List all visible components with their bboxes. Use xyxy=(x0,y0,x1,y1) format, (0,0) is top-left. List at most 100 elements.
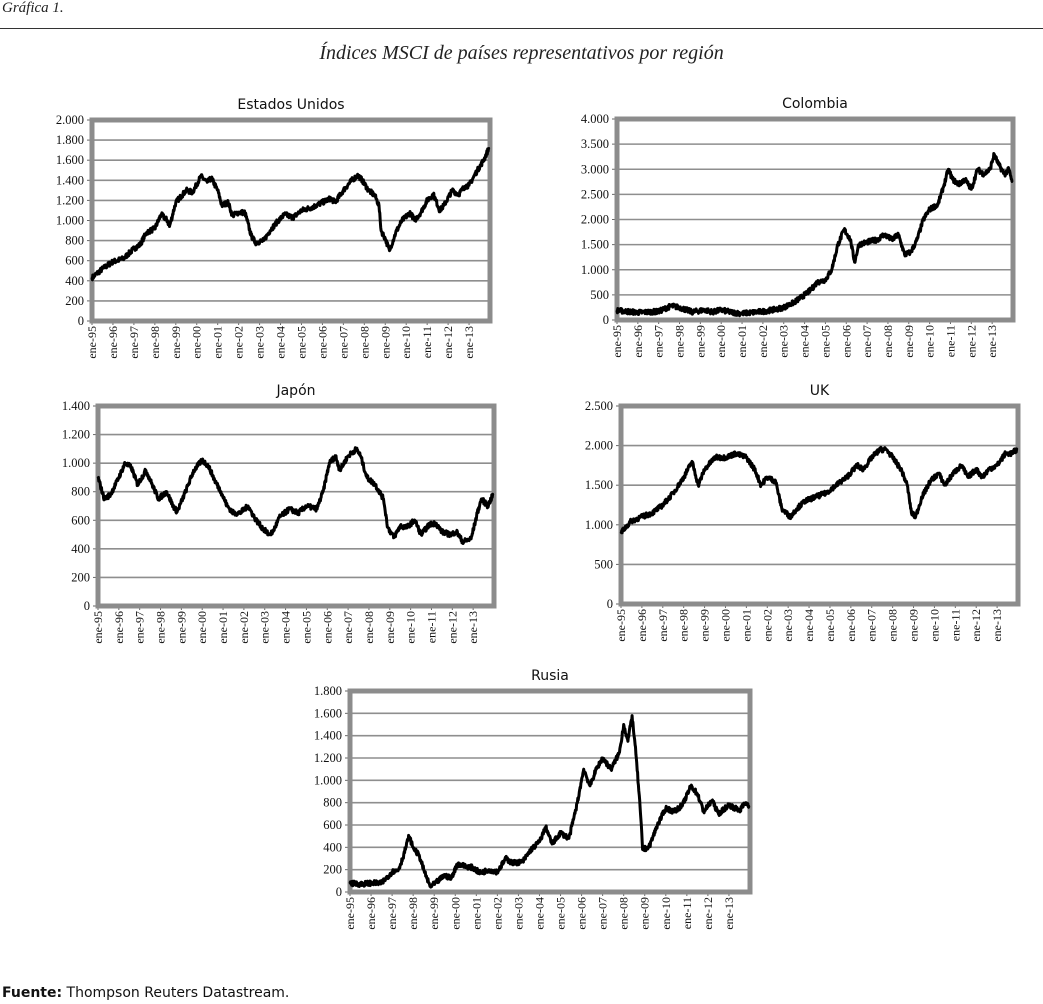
chart-estados-unidos: Estados Unidos 0 200 400 600 800 1.000 1.200 1.4… xyxy=(56,97,493,359)
data-point xyxy=(710,799,714,802)
data-point xyxy=(504,857,507,860)
plot-frame xyxy=(347,688,753,895)
data-point xyxy=(740,312,744,315)
data-point xyxy=(635,756,638,760)
data-point xyxy=(377,204,381,207)
data-point xyxy=(144,469,148,472)
data-point xyxy=(717,812,720,816)
data-point xyxy=(521,860,524,864)
data-point xyxy=(361,179,364,182)
data-point xyxy=(738,809,741,812)
x-tick-label: ene-98 xyxy=(148,326,162,359)
x-tick-label: ene-06 xyxy=(839,325,853,358)
x-tick-label: ene-01 xyxy=(216,611,230,644)
data-point xyxy=(467,184,471,187)
data-point xyxy=(238,511,241,515)
source-text: Thompson Reuters Datastream. xyxy=(66,985,290,1001)
data-point xyxy=(422,868,425,871)
chart-title: UK xyxy=(810,383,830,399)
data-point xyxy=(943,484,947,487)
x-tick-label: ene-97 xyxy=(133,611,147,644)
x-tick-label: ene-07 xyxy=(336,326,350,359)
data-point xyxy=(815,281,819,284)
data-point xyxy=(928,208,931,211)
data-point xyxy=(348,881,352,885)
data-point xyxy=(413,219,416,222)
data-point xyxy=(576,801,579,804)
y-tick-label: 2.000 xyxy=(56,113,84,127)
data-point xyxy=(359,882,362,886)
x-tick-label: ene-99 xyxy=(174,611,188,644)
data-point xyxy=(443,874,446,877)
data-point xyxy=(191,191,194,194)
x-tick-label: ene-04 xyxy=(274,326,288,359)
data-point xyxy=(1004,452,1007,455)
y-tick-label: 200 xyxy=(71,570,90,584)
y-tick-label: 2.000 xyxy=(581,213,609,227)
data-point xyxy=(636,311,640,314)
x-tick-label: ene-11 xyxy=(420,326,434,358)
data-point xyxy=(496,870,499,874)
data-point xyxy=(469,537,473,541)
data-point xyxy=(184,490,187,493)
y-tick-label: 0 xyxy=(84,599,90,613)
x-tick-label: ene-11 xyxy=(943,325,957,357)
x-tick-label: ene-02 xyxy=(760,609,774,642)
data-point xyxy=(641,848,644,851)
data-point xyxy=(390,870,394,874)
data-point xyxy=(232,511,235,515)
chart-uk: UK 0 500 1.000 1.500 2.000 2.500 ene-95 ene-96 en… xyxy=(585,383,1021,642)
data-point xyxy=(690,310,694,314)
y-tick-label: 500 xyxy=(590,288,609,302)
data-point xyxy=(388,249,391,252)
y-tick-label: 2.500 xyxy=(581,187,609,201)
data-point xyxy=(463,185,467,188)
data-point xyxy=(647,846,651,849)
data-point xyxy=(296,511,300,515)
y-tick-label: 4.000 xyxy=(581,112,609,126)
data-point xyxy=(730,311,733,314)
x-tick-label: ene-00 xyxy=(448,897,462,930)
data-point xyxy=(853,261,856,264)
data-point xyxy=(751,311,754,314)
data-point xyxy=(960,464,963,467)
x-tick-label: ene-95 xyxy=(610,325,624,358)
data-point xyxy=(682,476,685,479)
data-point xyxy=(734,452,738,455)
plot-frame xyxy=(618,403,1021,607)
data-point xyxy=(449,533,452,536)
data-point xyxy=(253,516,256,519)
data-point xyxy=(153,227,157,230)
data-point xyxy=(487,146,491,150)
y-tick-label: 400 xyxy=(71,542,90,556)
y-tick-label: 500 xyxy=(594,557,613,571)
data-point xyxy=(803,293,806,297)
data-point xyxy=(681,803,684,807)
data-point xyxy=(392,536,396,539)
series-line xyxy=(96,446,495,545)
x-tick-label: ene-05 xyxy=(294,326,308,359)
data-point xyxy=(409,211,412,214)
data-point xyxy=(855,464,859,467)
data-point xyxy=(165,490,168,493)
data-point xyxy=(267,533,271,536)
data-point xyxy=(434,521,437,525)
data-point xyxy=(567,837,571,840)
data-point xyxy=(882,233,885,236)
y-tick-label: 0 xyxy=(603,313,609,327)
data-point xyxy=(451,189,454,192)
x-tick-label: ene-09 xyxy=(907,609,921,642)
x-tick-label: ene-96 xyxy=(631,325,645,358)
data-point xyxy=(678,306,681,309)
data-point xyxy=(482,159,485,162)
data-point xyxy=(168,225,171,228)
x-tick-label: ene-06 xyxy=(844,609,858,642)
y-tick-label: 800 xyxy=(65,234,84,248)
data-point xyxy=(220,204,224,207)
y-tick-label: 0 xyxy=(607,597,613,611)
y-tick-label: 1.000 xyxy=(585,518,613,532)
data-point xyxy=(766,476,769,479)
data-point xyxy=(418,855,421,858)
y-tick-label: 1.000 xyxy=(314,773,342,787)
y-tick-label: 200 xyxy=(65,294,84,308)
